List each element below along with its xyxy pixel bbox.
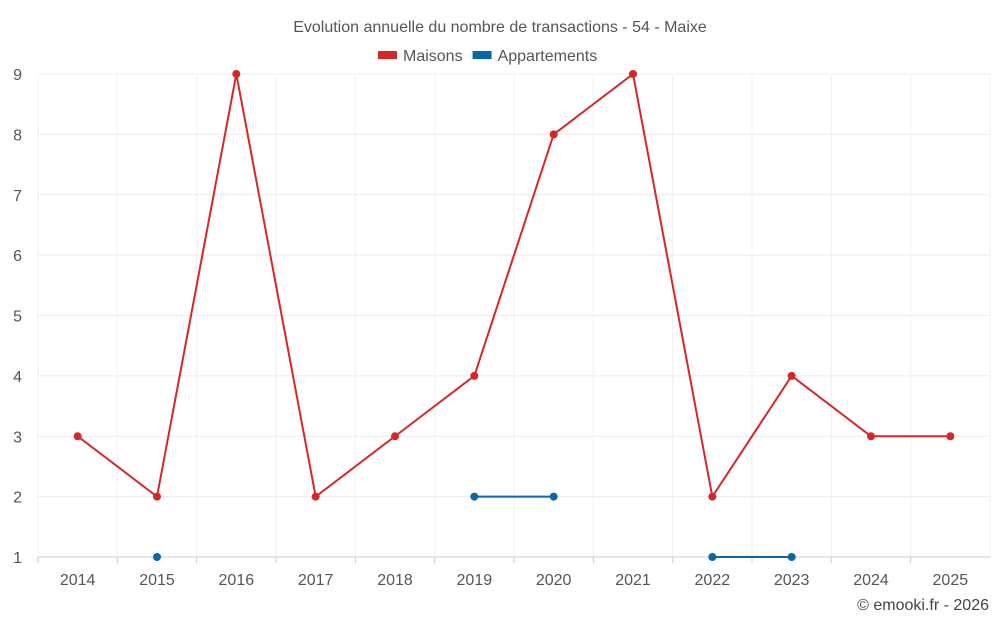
data-point	[549, 492, 558, 501]
axes: 1 2 3 4 5 6 7 8 9 2014 2015 2016 2017 2018 2019 2020 202…	[13, 67, 968, 589]
x-tick-label: 2018	[377, 572, 413, 589]
data-point	[73, 432, 82, 441]
data-point	[153, 553, 161, 561]
x-tick-label: 2022	[695, 572, 731, 589]
credit-text: © emooki.fr - 2026	[857, 597, 989, 614]
x-tick-label: 2014	[60, 572, 96, 589]
legend-swatch	[378, 51, 397, 59]
y-tick-label: 8	[13, 127, 22, 144]
data-point	[946, 432, 955, 441]
series-maisons	[73, 70, 955, 501]
data-point	[391, 432, 399, 441]
data-point	[708, 553, 717, 561]
x-tick-label: 2015	[139, 572, 175, 589]
y-tick-label: 4	[13, 369, 22, 386]
series-line	[77, 72, 951, 500]
legend-label: Appartements	[498, 48, 598, 65]
y-tick-label: 7	[13, 188, 22, 205]
legend: Maisons Appartements	[378, 48, 597, 65]
legend-label: Maisons	[403, 48, 463, 65]
x-tick-label: 2024	[853, 572, 889, 589]
data-point	[311, 492, 320, 501]
data-point	[549, 130, 558, 139]
y-tick-label: 3	[13, 429, 22, 446]
data-point	[867, 432, 875, 441]
chart-title: Evolution annuelle du nombre de transact…	[293, 19, 707, 36]
x-tick-label: 2016	[219, 572, 255, 589]
y-tick-label: 5	[13, 309, 22, 326]
data-point	[787, 553, 796, 561]
data-point	[470, 492, 479, 501]
data-point	[787, 371, 796, 380]
series	[73, 70, 955, 561]
series-appartements	[153, 492, 796, 561]
data-point	[232, 70, 241, 78]
x-tick-label: 2023	[774, 572, 810, 589]
data-point	[708, 492, 717, 501]
y-tick-label: 1	[13, 550, 22, 567]
x-tick-label: 2019	[457, 572, 493, 589]
y-tick-label: 9	[13, 67, 22, 84]
y-tick-label: 6	[13, 248, 22, 265]
grid	[37, 73, 991, 558]
legend-swatch	[472, 51, 492, 59]
x-tick-label: 2021	[615, 572, 651, 589]
y-tick-label: 2	[13, 490, 22, 507]
x-tick-label: 2020	[536, 572, 572, 589]
x-tick-label: 2017	[298, 572, 334, 589]
x-tick-label: 2025	[933, 572, 969, 589]
data-point	[153, 492, 161, 501]
data-point	[629, 70, 637, 78]
data-point	[470, 371, 479, 380]
